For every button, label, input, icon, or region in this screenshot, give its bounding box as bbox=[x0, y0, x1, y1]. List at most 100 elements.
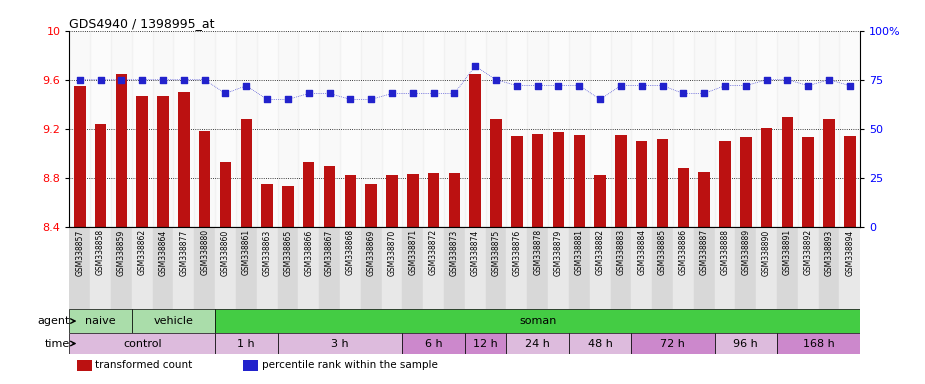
Bar bbox=[757, 227, 777, 310]
Bar bbox=[652, 227, 673, 310]
Point bbox=[114, 77, 129, 83]
Point bbox=[72, 77, 87, 83]
Bar bbox=[298, 31, 319, 227]
Bar bbox=[444, 31, 465, 227]
Text: percentile rank within the sample: percentile rank within the sample bbox=[262, 360, 438, 370]
Point bbox=[655, 83, 670, 89]
Text: transformed count: transformed count bbox=[95, 360, 192, 370]
Bar bbox=[678, 168, 689, 227]
Bar bbox=[698, 172, 709, 227]
Text: control: control bbox=[123, 339, 162, 349]
Bar bbox=[345, 175, 356, 227]
Bar bbox=[761, 127, 772, 227]
Bar bbox=[257, 227, 278, 310]
Text: 72 h: 72 h bbox=[660, 339, 685, 349]
Bar bbox=[486, 31, 507, 227]
Bar bbox=[236, 31, 257, 227]
Bar bbox=[465, 333, 507, 354]
Point bbox=[93, 77, 108, 83]
Bar bbox=[78, 359, 92, 371]
Bar bbox=[215, 31, 236, 227]
Bar bbox=[590, 227, 610, 310]
Bar bbox=[569, 227, 590, 310]
Bar bbox=[673, 31, 694, 227]
Point bbox=[447, 90, 462, 96]
Point bbox=[510, 83, 524, 89]
Bar bbox=[574, 135, 585, 227]
Point bbox=[155, 77, 170, 83]
Bar bbox=[631, 227, 652, 310]
Point bbox=[738, 83, 753, 89]
Bar bbox=[116, 74, 127, 227]
Bar bbox=[595, 175, 606, 227]
Bar bbox=[714, 227, 735, 310]
Bar bbox=[382, 227, 402, 310]
Bar bbox=[424, 31, 444, 227]
Bar bbox=[840, 227, 860, 310]
Bar bbox=[470, 74, 481, 227]
Bar bbox=[278, 333, 402, 354]
Point bbox=[385, 90, 400, 96]
Text: 12 h: 12 h bbox=[474, 339, 498, 349]
Bar bbox=[132, 31, 153, 227]
Bar bbox=[548, 227, 569, 310]
Bar bbox=[340, 227, 361, 310]
Text: GSM338893: GSM338893 bbox=[824, 229, 833, 276]
Bar bbox=[91, 31, 111, 227]
Point bbox=[260, 96, 275, 103]
Bar bbox=[382, 31, 402, 227]
Bar bbox=[631, 227, 652, 310]
Text: GSM338866: GSM338866 bbox=[304, 229, 314, 276]
Bar bbox=[111, 227, 132, 310]
Text: GSM338858: GSM338858 bbox=[96, 229, 105, 275]
Bar bbox=[590, 31, 610, 227]
Bar bbox=[132, 227, 153, 310]
Point bbox=[718, 83, 733, 89]
Bar bbox=[153, 227, 174, 310]
Text: GSM338877: GSM338877 bbox=[179, 229, 189, 276]
Bar bbox=[548, 31, 569, 227]
Text: time: time bbox=[44, 339, 69, 349]
Bar bbox=[402, 227, 424, 310]
Bar bbox=[449, 173, 460, 227]
Bar bbox=[782, 116, 793, 227]
Bar bbox=[95, 124, 106, 227]
Text: GSM338879: GSM338879 bbox=[554, 229, 563, 276]
Bar bbox=[278, 227, 298, 310]
Bar bbox=[823, 119, 834, 227]
Bar bbox=[657, 139, 668, 227]
Bar bbox=[215, 333, 278, 354]
Text: 96 h: 96 h bbox=[734, 339, 758, 349]
Point bbox=[322, 90, 337, 96]
Bar bbox=[740, 137, 751, 227]
Bar bbox=[361, 227, 382, 310]
Bar bbox=[382, 227, 402, 310]
Point bbox=[468, 63, 483, 69]
Text: 24 h: 24 h bbox=[525, 339, 550, 349]
Bar bbox=[174, 227, 194, 310]
Point bbox=[780, 77, 795, 83]
Text: GSM338890: GSM338890 bbox=[762, 229, 771, 276]
Bar bbox=[507, 333, 569, 354]
Text: GSM338868: GSM338868 bbox=[346, 229, 355, 275]
Bar bbox=[257, 31, 278, 227]
Bar bbox=[444, 227, 465, 310]
Bar bbox=[548, 227, 569, 310]
Bar bbox=[215, 227, 236, 310]
Bar bbox=[527, 227, 548, 310]
Point bbox=[343, 96, 358, 103]
Bar bbox=[610, 227, 631, 310]
Bar bbox=[319, 31, 340, 227]
Bar bbox=[465, 227, 486, 310]
Text: GSM338880: GSM338880 bbox=[200, 229, 209, 275]
Bar bbox=[673, 227, 694, 310]
Bar bbox=[819, 31, 840, 227]
Bar bbox=[303, 162, 315, 227]
Bar bbox=[69, 31, 91, 227]
Text: GSM338874: GSM338874 bbox=[471, 229, 480, 276]
Text: 168 h: 168 h bbox=[803, 339, 834, 349]
Bar bbox=[153, 227, 174, 310]
Bar bbox=[340, 227, 361, 310]
Text: GSM338867: GSM338867 bbox=[325, 229, 334, 276]
Bar bbox=[282, 186, 293, 227]
